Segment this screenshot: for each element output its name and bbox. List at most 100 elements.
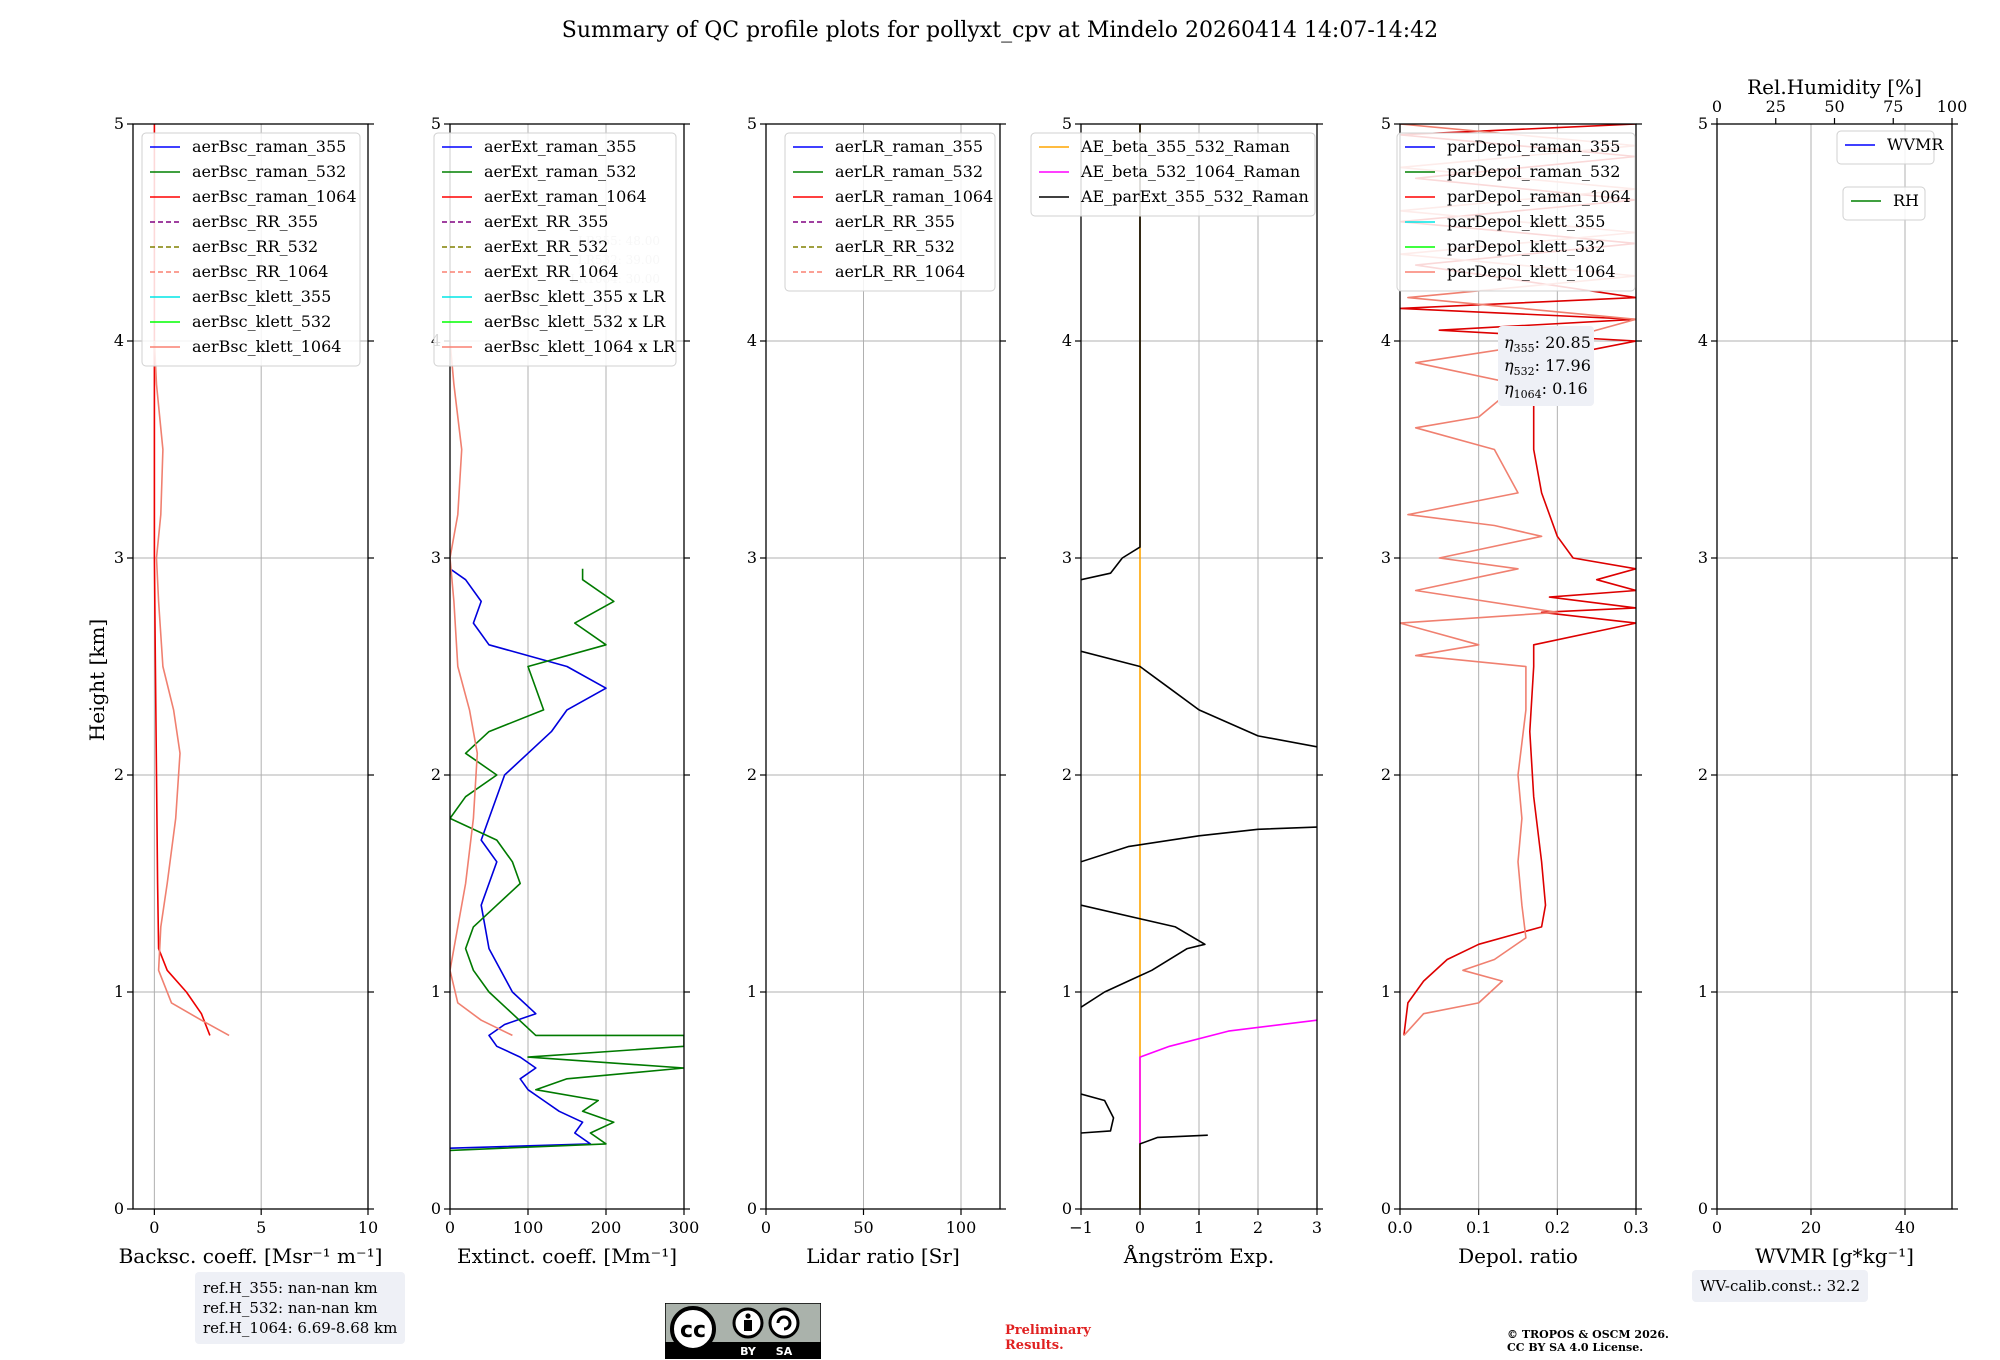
- y-tick-label: 5: [431, 114, 441, 133]
- y-tick-label: 5: [1381, 114, 1391, 133]
- y-tick-label: 4: [1698, 331, 1708, 350]
- reference-height-box: ref.H_355: nan-nan km ref.H_532: nan-nan…: [195, 1272, 406, 1344]
- x-tick-label: 0: [445, 1218, 455, 1237]
- plot-frame: [132, 123, 369, 1210]
- legend-depolarization: parDepol_raman_355 parDepol_raman_532 parD…: [1396, 132, 1636, 292]
- plot-frame: [765, 123, 1001, 1210]
- legend-label-aerbsc-klett-355-x-lr: aerBsc_klett_355 x LR: [484, 287, 666, 306]
- legend-label-aerlr-raman-355: aerLR_raman_355: [835, 137, 983, 156]
- y-tick-label: 4: [1381, 331, 1391, 350]
- legend-extinction: aerExt_raman_355 aerExt_raman_532 aerExt_r…: [433, 132, 677, 367]
- x-axis-label: Extinct. coeff. [Mm⁻¹]: [457, 1244, 677, 1268]
- x-tick-label: 5: [256, 1218, 266, 1237]
- series-ae-parext-355-532-raman: [1139, 1134, 1208, 1209]
- x-axis-label: Lidar ratio [Sr]: [806, 1244, 960, 1268]
- top-x-tick-label: 100: [1937, 97, 1968, 116]
- x-tick-label: 40: [1895, 1218, 1915, 1237]
- wv-calibration-box: WV-calib.const.: 32.2: [1692, 1270, 1869, 1302]
- legend-label-aerext-rr-355: aerExt_RR_355: [484, 212, 608, 231]
- x-tick-label: 0.1: [1466, 1218, 1491, 1237]
- x-tick-label: 0.2: [1545, 1218, 1570, 1237]
- chart-title: Summary of QC profile plots for pollyxt_…: [562, 18, 1438, 43]
- eta-532: η532: 17.96: [1504, 356, 1591, 378]
- legend-label-ae-parext-355-532-raman: AE_parExt_355_532_Raman: [1080, 187, 1309, 206]
- top-axis-label: Rel.Humidity [%]: [1747, 75, 1922, 99]
- legend-label-aerbsc-klett-355: aerBsc_klett_355: [192, 287, 331, 306]
- y-tick-label: 3: [1062, 548, 1072, 567]
- legend-label-aerbsc-klett-1064-x-lr: aerBsc_klett_1064 x LR: [484, 337, 676, 356]
- x-tick-label: 10: [358, 1218, 378, 1237]
- x-tick-label: 0: [1135, 1218, 1145, 1237]
- series-aerbsc-klett-1064-x-lr: [450, 340, 513, 1037]
- x-tick-label: 0: [761, 1218, 771, 1237]
- series-ae-parext-355-532-raman-f: [1081, 124, 1141, 581]
- x-tick-label: 200: [591, 1218, 622, 1237]
- copyright-note: © TROPOS & OSCM 2026. CC BY SA 4.0 Licen…: [1507, 1328, 1669, 1354]
- legend-label-aerlr-raman-1064: aerLR_raman_1064: [835, 187, 993, 206]
- legend-label-aerbsc-rr-1064: aerBsc_RR_1064: [192, 262, 328, 281]
- y-tick-label: 1: [431, 982, 441, 1001]
- x-tick-label: 0: [1712, 1218, 1722, 1237]
- y-tick-label: 5: [747, 114, 757, 133]
- x-axis-label: Backsc. coeff. [Msr⁻¹ m⁻¹]: [119, 1244, 383, 1268]
- cc-by-sa-logo: cc BY SA: [665, 1303, 821, 1359]
- panel-backscatter: 0 1 2 3 4 5 0 5 10 Backsc. coeff. [Msr⁻¹ m⁻¹] aerB…: [114, 114, 383, 1268]
- legend-label-pardepol-klett-532: parDepol_klett_532: [1447, 237, 1605, 256]
- y-tick-label: 1: [114, 982, 124, 1001]
- legend-label-aerlr-rr-355: aerLR_RR_355: [835, 212, 955, 231]
- series-ae-parext-355-532-raman-c: [1081, 904, 1206, 1008]
- legend-label-pardepol-raman-532: parDepol_raman_532: [1447, 162, 1620, 181]
- legend-backscatter: aerBsc_raman_355 aerBsc_raman_532 aerBsc_r…: [141, 132, 361, 367]
- legend-box: [1842, 186, 1926, 221]
- y-tick-label: 5: [1062, 114, 1072, 133]
- ref-height-532: ref.H_532: nan-nan km: [203, 1299, 378, 1317]
- legend-box: [1396, 132, 1636, 292]
- legend-label-aerbsc-rr-355: aerBsc_RR_355: [192, 212, 318, 231]
- x-tick-label: 1: [1194, 1218, 1204, 1237]
- legend-label-rh: RH: [1893, 191, 1919, 210]
- y-tick-label: 3: [114, 548, 124, 567]
- x-tick-label: 100: [513, 1218, 544, 1237]
- x-tick-label: 0.0: [1387, 1218, 1412, 1237]
- preliminary-results-note: Preliminary Results.: [1005, 1323, 1091, 1353]
- y-tick-label: 2: [747, 765, 757, 784]
- series-ae-parext-355-532-raman-d: [1081, 826, 1317, 863]
- y-tick-label: 2: [1698, 765, 1708, 784]
- y-tick-label: 2: [431, 765, 441, 784]
- y-tick-label: 4: [747, 331, 757, 350]
- plot-frame: [1399, 123, 1637, 1210]
- x-axis-label: Ångström Exp.: [1123, 1243, 1274, 1268]
- y-tick-label: 2: [114, 765, 124, 784]
- ref-height-355: ref.H_355: nan-nan km: [203, 1279, 378, 1297]
- top-x-tick-label: 0: [1712, 97, 1722, 116]
- y-tick-label: 1: [1062, 982, 1072, 1001]
- legend-box: [1030, 132, 1316, 217]
- y-tick-label: 0: [114, 1199, 124, 1218]
- top-x-tick-label: 25: [1766, 97, 1786, 116]
- preliminary-line-1: Preliminary: [1005, 1323, 1091, 1338]
- by-text: BY: [740, 1345, 757, 1358]
- x-axis-label: Depol. ratio: [1458, 1244, 1578, 1268]
- series-ae-beta-532-1064-raman: [1139, 1019, 1317, 1144]
- x-tick-label: 0: [149, 1218, 159, 1237]
- x-axis-label: WVMR [g*kg⁻¹]: [1755, 1244, 1914, 1268]
- plot-frame: [449, 123, 685, 1210]
- legend-label-aerext-rr-532: aerExt_RR_532: [484, 237, 608, 256]
- preliminary-line-2: Results.: [1005, 1338, 1064, 1353]
- y-tick-label: 3: [1698, 548, 1708, 567]
- panel-depolarization: 0 1 2 3 4 5 0.0 0.1 0.2 0.3 Depol. ratio η355: 20.8…: [1381, 114, 1649, 1268]
- ref-height-1064: ref.H_1064: 6.69-8.68 km: [203, 1319, 398, 1337]
- x-tick-label: 2: [1253, 1218, 1263, 1237]
- y-tick-label: 5: [114, 114, 124, 133]
- legend-box: [141, 132, 361, 367]
- y-tick-label: 0: [747, 1199, 757, 1218]
- wv-calibration-constant: WV-calib.const.: 32.2: [1700, 1277, 1861, 1295]
- legend-label-aerbsc-raman-532: aerBsc_raman_532: [192, 162, 346, 181]
- plot-frame: [1716, 123, 1953, 1210]
- series-aerext-raman-355: [450, 568, 607, 1149]
- legend-label-aerbsc-raman-1064: aerBsc_raman_1064: [192, 187, 357, 206]
- x-tick-label: 300: [669, 1218, 700, 1237]
